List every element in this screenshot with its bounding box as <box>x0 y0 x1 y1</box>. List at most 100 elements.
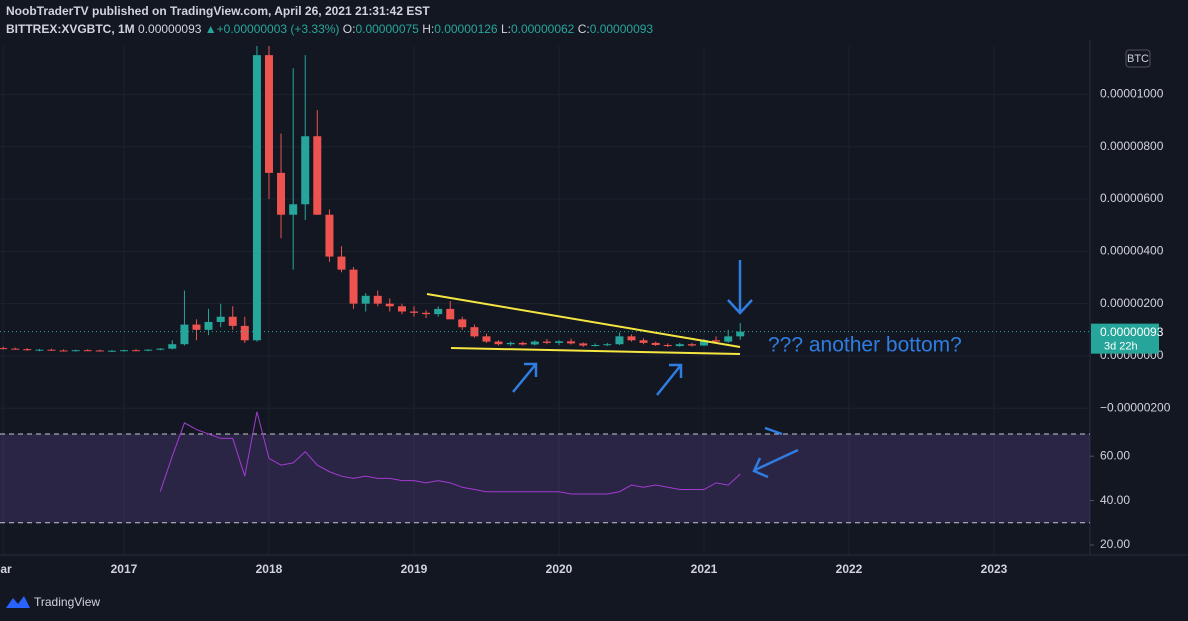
candle-body <box>264 55 273 173</box>
x-tick-label: 2019 <box>401 562 428 576</box>
o-label: O: <box>343 22 356 36</box>
plot-area: ar 2017 2018 2019 2020 2021 2022 2023 0.00001000… <box>0 40 1188 576</box>
c-label: C: <box>578 22 590 36</box>
candle-body <box>518 342 527 345</box>
candle-body <box>216 316 225 322</box>
h-value: 0.00000126 <box>434 22 498 36</box>
c-value: 0.00000093 <box>590 22 654 36</box>
y-tick-label: 0.00000600 <box>1100 191 1164 205</box>
h-label: H: <box>422 22 434 36</box>
y-tick-label: 60.00 <box>1100 448 1130 462</box>
candle-body <box>530 341 539 345</box>
candle-body <box>397 306 406 312</box>
symbol-info: BITTREX:XVGBTC, 1M 0.00000093 ▲+0.000000… <box>6 22 653 36</box>
publish-info: NoobTraderTV published on TradingView.co… <box>6 4 430 18</box>
arrow <box>727 260 753 315</box>
rsi-band <box>0 433 1090 523</box>
candle-body <box>663 344 672 347</box>
y-tick-label: 0.00000400 <box>1100 244 1164 258</box>
candle-body <box>23 349 32 351</box>
change-arrow: ▲ <box>205 22 217 36</box>
l-value: 0.00000062 <box>511 22 575 36</box>
candle-body <box>144 349 153 351</box>
price: 0.00000093 <box>138 22 202 36</box>
candle-body <box>204 321 213 330</box>
candle-body <box>434 308 443 315</box>
candle-body <box>301 136 310 205</box>
x-tick-label: 2023 <box>981 562 1008 576</box>
candle-body <box>107 350 116 352</box>
candle-body <box>470 327 479 337</box>
symbol: BITTREX:XVGBTC, 1M <box>6 22 135 36</box>
arrow <box>764 426 783 436</box>
x-tick-label: 2017 <box>111 562 138 576</box>
candle-body <box>0 348 8 350</box>
candle-body <box>482 336 491 342</box>
last-price-box <box>1091 323 1159 354</box>
l-label: L: <box>501 22 511 36</box>
candle-body <box>422 312 431 315</box>
candle-body <box>373 295 382 304</box>
candle-body <box>603 344 612 346</box>
y-tick-label: 40.00 <box>1100 493 1130 507</box>
candle-body <box>494 341 503 345</box>
rsi-line <box>159 411 741 495</box>
candle-body <box>180 324 189 345</box>
x-tick-label: ar <box>0 562 12 576</box>
candle-body <box>277 172 286 215</box>
x-tick-label: 2022 <box>836 562 863 576</box>
candle-body <box>409 311 418 313</box>
currency-box <box>1125 49 1151 68</box>
y-tick-label: 0.00001000 <box>1100 87 1164 101</box>
candle-body <box>458 319 467 328</box>
arrow <box>512 362 538 393</box>
candle-body <box>71 350 80 352</box>
candle-body <box>446 308 455 320</box>
trendline <box>450 347 741 355</box>
candle-body <box>325 214 334 257</box>
annotation: ??? another bottom? <box>768 334 962 357</box>
candle-body <box>687 344 696 346</box>
candle-body <box>83 350 92 352</box>
countdown: 3d 22h <box>1104 341 1138 353</box>
candle-body <box>35 349 44 351</box>
y-tick-label: 0.00000200 <box>1100 296 1164 310</box>
o-value: 0.00000075 <box>355 22 419 36</box>
candle-body <box>168 344 177 349</box>
logo-icon <box>6 596 30 608</box>
candle-body <box>554 341 563 343</box>
candle-body <box>156 348 165 350</box>
candle-body <box>337 256 346 270</box>
candle-body <box>736 331 745 337</box>
candle-body <box>119 350 128 352</box>
arrow <box>656 363 683 396</box>
arrow <box>752 448 799 479</box>
candle-body <box>361 295 370 304</box>
candle-body <box>506 342 515 345</box>
change: +0.00000003 (+3.33%) <box>217 22 340 36</box>
candle-body <box>95 350 104 352</box>
candle-body <box>579 343 588 346</box>
x-tick-label: 2020 <box>546 562 573 576</box>
candle-body <box>712 340 721 342</box>
candle-body <box>11 348 20 350</box>
candle-body <box>542 341 551 343</box>
arrows <box>512 260 799 479</box>
candle-body <box>699 340 708 346</box>
candle-body <box>385 303 394 307</box>
x-tick-label: 2021 <box>691 562 718 576</box>
candle-body <box>313 136 322 215</box>
candle-body <box>675 344 684 347</box>
candle-body <box>651 342 660 345</box>
candle-body <box>192 324 201 330</box>
candle-body <box>59 350 68 352</box>
candle-body <box>627 336 636 341</box>
y-tick-label: 0.00000800 <box>1100 139 1164 153</box>
candle-body <box>349 269 358 304</box>
candle-body <box>228 316 237 326</box>
brand: TradingView <box>34 595 100 609</box>
x-tick-label: 2018 <box>256 562 283 576</box>
candles <box>0 46 745 352</box>
y-tick-label: −0.00000200 <box>1100 400 1171 414</box>
